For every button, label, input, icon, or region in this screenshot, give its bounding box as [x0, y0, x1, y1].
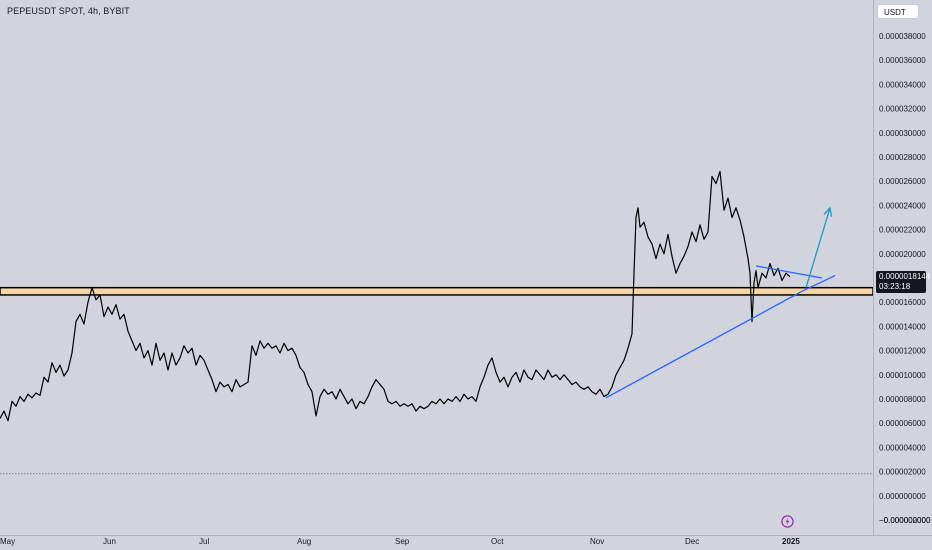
price-tick-label: 0.000032000 — [879, 105, 926, 114]
projection-arrow — [805, 207, 831, 288]
symbol-title: PEPEUSDT SPOT, 4h, BYBIT — [7, 6, 130, 16]
time-tick-label: May — [0, 537, 15, 546]
rising-trendline — [605, 290, 803, 399]
price-axis[interactable]: 0.000038000 0.000036000 0.000034000 0.00003… — [873, 0, 931, 535]
price-tick-label: 0.000010000 — [879, 371, 926, 380]
price-tick-label: 0.000000000 — [879, 492, 926, 501]
price-series-0 — [0, 170, 791, 422]
time-tick-label: Nov — [590, 537, 604, 546]
triangle-upper-line — [755, 265, 823, 279]
time-tick-label: Oct — [491, 537, 504, 546]
price-series-layer — [0, 170, 791, 422]
last-price-value: 0.0000018144 — [879, 272, 931, 281]
time-tick-label: Aug — [297, 537, 311, 546]
price-tick-label: 0.000006000 — [879, 419, 926, 428]
price-tick-label: 0.000008000 — [879, 395, 926, 404]
price-tick-label: 0.000014000 — [879, 322, 926, 331]
time-tick-label: 2025 — [782, 537, 800, 546]
price-tick-label: 0.000020000 — [879, 250, 926, 259]
price-tick-label: 0.000038000 — [879, 32, 926, 41]
triangle-lower-line — [801, 274, 836, 292]
support-zone — [0, 286, 874, 296]
support-zone-layer — [0, 286, 874, 475]
price-tick-label: 0.000036000 — [879, 56, 926, 65]
time-tick-label: Jun — [103, 537, 116, 546]
price-tick-label: −0.000000000 — [879, 516, 931, 525]
price-tick-label: 0.000022000 — [879, 226, 926, 235]
price-tick-label: 0.000026000 — [879, 177, 926, 186]
price-tick-label: 0.000028000 — [879, 153, 926, 162]
time-tick-label: Sep — [395, 537, 410, 546]
drawing-layer — [605, 206, 836, 399]
currency-button[interactable]: USDT — [877, 4, 919, 19]
time-tick-label: Dec — [685, 537, 699, 546]
last-price-tag: 0.0000018144 03:23:18 — [876, 271, 931, 293]
time-axis[interactable]: May Jun Jul Aug Sep Oct Nov Dec 2025 — [0, 535, 932, 547]
projection-arrow-head — [823, 206, 833, 217]
price-tick-label: 0.000002000 — [879, 468, 926, 477]
price-tick-label: 0.000030000 — [879, 129, 926, 138]
price-tick-label: 0.000016000 — [879, 298, 926, 307]
price-tick-label: 0.000024000 — [879, 201, 926, 210]
bar-countdown: 03:23:18 — [879, 282, 911, 291]
price-tick-label: 0.000034000 — [879, 80, 926, 89]
price-tick-label: −0.000002000 — [879, 516, 931, 525]
tradingview-logo-icon[interactable] — [781, 515, 794, 528]
time-tick-label: Jul — [199, 537, 209, 546]
price-tick-label: 0.000012000 — [879, 347, 926, 356]
price-tick-label: 0.000004000 — [879, 443, 926, 452]
